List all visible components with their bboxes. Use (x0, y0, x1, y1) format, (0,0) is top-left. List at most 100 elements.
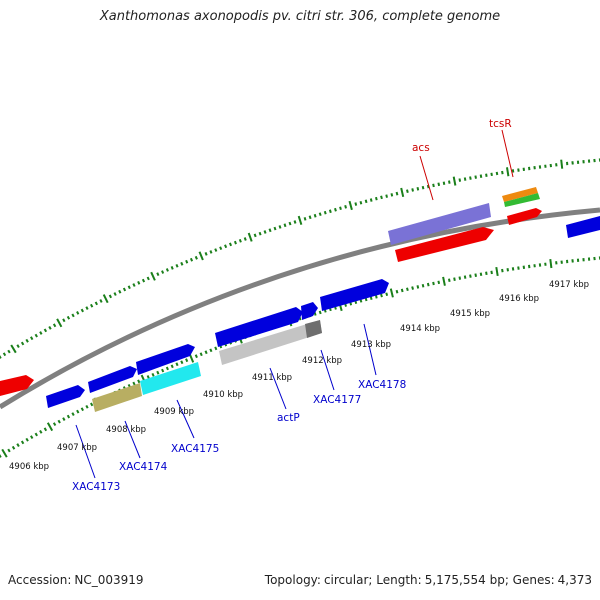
minor-tick (180, 360, 184, 365)
minor-tick (243, 237, 247, 241)
minor-tick (308, 215, 312, 220)
minor-tick (175, 264, 179, 268)
minor-tick (16, 344, 20, 349)
minor-tick (204, 252, 208, 256)
gene-label-xac4177[interactable]: XAC4177 (313, 394, 361, 406)
length-label: Length: (376, 573, 422, 587)
gene-label-acs[interactable]: acs (412, 142, 430, 154)
tcsr-gene-feature (507, 208, 542, 225)
minor-tick (385, 292, 389, 297)
forward-gene-feature-xac4177 (301, 302, 318, 320)
minor-tick (2, 352, 7, 357)
minor-tick (43, 427, 48, 432)
minor-tick (76, 409, 80, 414)
tcsr-leader-line (501, 129, 514, 178)
minor-tick (94, 301, 98, 306)
minor-tick (7, 349, 11, 354)
minor-tick (253, 233, 257, 238)
tcsr-feature-green (504, 193, 540, 207)
minor-tick (506, 268, 509, 272)
minor-tick (80, 308, 84, 313)
kbp-label-4914: 4914 kbp (400, 324, 440, 334)
minor-tick (474, 175, 477, 179)
minor-tick (20, 341, 25, 346)
minor-tick (219, 246, 223, 250)
major-tick (198, 251, 204, 261)
kbp-label-4909: 4909 kbp (154, 407, 194, 417)
minor-tick (485, 271, 488, 276)
minor-tick (113, 292, 117, 296)
minor-tick (313, 213, 317, 218)
minor-tick (268, 228, 272, 233)
gene-label-xac4175[interactable]: XAC4175 (171, 443, 219, 455)
minor-tick (432, 281, 435, 286)
gene-label-xac4174[interactable]: XAC4174 (119, 461, 168, 473)
minor-tick (175, 362, 179, 367)
minor-tick (495, 171, 499, 176)
minor-tick (151, 372, 155, 377)
major-tick (348, 200, 353, 211)
gene-label-xac4173[interactable]: XAC4173 (72, 481, 120, 493)
kbp-label-4907: 4907 kbp (57, 443, 97, 453)
kbp-label-4906: 4906 kbp (9, 462, 49, 472)
minor-tick (369, 198, 373, 202)
minor-tick (132, 283, 136, 287)
minor-tick (57, 419, 61, 424)
minor-tick (511, 169, 515, 173)
minor-tick (490, 270, 493, 275)
minor-tick (406, 189, 409, 193)
major-tick (10, 344, 17, 354)
minor-tick (43, 328, 48, 333)
minor-tick (273, 226, 277, 231)
minor-tick (52, 323, 57, 328)
minor-tick (479, 174, 483, 178)
minor-tick (170, 364, 174, 369)
minor-tick (375, 295, 378, 299)
minor-tick (141, 278, 146, 283)
minor-tick (34, 432, 38, 437)
major-tick (297, 215, 303, 225)
topology-label: Topology: (264, 573, 321, 587)
gene-label-tcsr[interactable]: tcsR (489, 118, 512, 130)
minor-tick (334, 207, 337, 212)
minor-tick (66, 414, 71, 419)
minor-tick (359, 200, 363, 205)
minor-tick (199, 352, 203, 357)
actp-leader-line (269, 367, 287, 410)
minor-tick (20, 440, 25, 445)
accession-info: Accession: NC_003919 (8, 573, 144, 587)
outer-tick-ring (0, 158, 600, 359)
minor-tick (437, 182, 441, 187)
major-tick (102, 294, 109, 304)
minor-tick (517, 168, 520, 172)
major-tick (452, 176, 457, 186)
minor-tick (293, 220, 297, 224)
kbp-label-4908: 4908 kbp (106, 425, 146, 435)
map-title: Xanthomonas axonopodis pv. citri str. 30… (99, 9, 501, 24)
kbp-label-4916: 4916 kbp (499, 294, 539, 304)
forward-gene-feature-xac4174 (88, 366, 137, 393)
minor-tick (127, 285, 131, 290)
genome-backbone (0, 207, 600, 410)
minor-tick (421, 283, 425, 288)
minor-tick (411, 188, 414, 192)
acs-gene-feature (395, 227, 494, 262)
minor-tick (16, 443, 20, 448)
minor-tick (283, 223, 287, 228)
tcsr-feature-orange (502, 187, 538, 202)
minor-tick (463, 177, 467, 181)
major-tick (150, 271, 156, 281)
minor-tick (411, 286, 414, 290)
minor-tick (209, 348, 213, 353)
gene-label-xac4178[interactable]: XAC4178 (358, 379, 406, 391)
minor-tick (137, 280, 141, 285)
minor-tick (490, 172, 493, 177)
minor-tick (11, 445, 16, 450)
forward-gene-feature-xac4173 (46, 385, 85, 408)
minor-tick (161, 368, 165, 373)
accession-value: NC_003919 (74, 573, 144, 587)
forward-gene-feature-actp (215, 307, 303, 347)
xac4177-leader-line (320, 349, 335, 391)
gene-label-actp[interactable]: actP (277, 412, 300, 424)
minor-tick (485, 173, 488, 177)
